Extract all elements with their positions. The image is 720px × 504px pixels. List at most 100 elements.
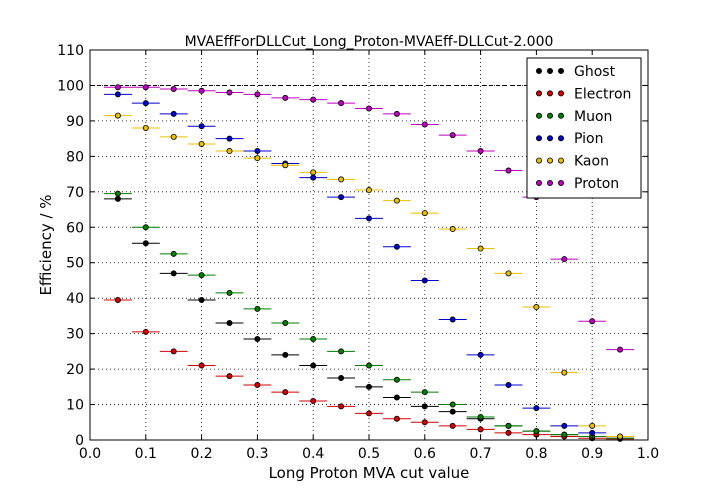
data-point [282,162,289,169]
data-point [393,197,400,204]
data-point [589,422,596,429]
legend-label: Pion [574,131,603,147]
data-point [449,422,456,429]
data-point [589,429,596,436]
data-point [365,187,372,194]
data-point [449,408,456,415]
data-point [338,348,345,355]
data-point [505,270,512,277]
data-point [421,389,428,396]
data-point [533,304,540,311]
data-point [505,429,512,436]
data-point [338,176,345,183]
series-kaon [103,112,635,440]
data-point [589,318,596,325]
data-point [393,110,400,117]
y-tick-label: 70 [66,185,84,201]
data-point [393,394,400,401]
legend-marker [536,112,543,119]
data-point [449,132,456,139]
data-point [226,289,233,296]
data-point [142,224,149,231]
legend-label: Ghost [574,64,616,80]
data-point [365,105,372,112]
data-point [310,174,317,181]
data-point [533,428,540,435]
data-point [198,362,205,369]
legend-marker [547,90,554,97]
axis-ticks: 0.0 0.1 0.2 0.3 0.4 0.5 0.6 0.7 0.8 0.9 1.0 0 10 20 30… [57,43,659,462]
data-point [170,348,177,355]
data-point [170,86,177,93]
legend-marker [536,179,543,186]
data-point [477,351,484,358]
x-tick-label: 0.1 [135,446,157,462]
data-point [617,346,624,353]
x-tick-label: 0.2 [190,446,212,462]
y-tick-label: 90 [66,114,84,130]
data-point [254,335,261,342]
data-point [505,167,512,174]
data-point [365,215,372,222]
data-point [198,272,205,279]
data-point [617,433,624,440]
data-point [170,270,177,277]
series-muon [103,190,635,442]
x-tick-label: 0.5 [358,446,380,462]
data-point [282,94,289,101]
data-point [421,419,428,426]
y-tick-label: 0 [75,433,84,449]
series-layer [103,84,635,442]
data-point [561,422,568,429]
data-point [477,426,484,433]
x-tick-label: 0.4 [302,446,324,462]
data-point [421,210,428,217]
legend: Ghost Electron Muon Pion Kaon Proton [526,57,642,199]
series-proton [103,84,635,353]
data-point [142,240,149,247]
data-point [505,422,512,429]
data-point [561,431,568,438]
data-point [338,100,345,107]
data-point [365,362,372,369]
data-point [254,382,261,389]
data-point [393,415,400,422]
data-point [114,91,121,98]
data-point [226,373,233,380]
y-tick-label: 100 [57,78,84,94]
data-point [254,91,261,98]
legend-marker [558,179,565,186]
data-point [421,277,428,284]
data-point [449,226,456,233]
data-point [310,397,317,404]
data-point [310,335,317,342]
legend-label: Electron [574,86,631,102]
data-point [310,96,317,103]
data-point [393,376,400,383]
data-point [282,319,289,326]
legend-marker [536,90,543,97]
data-point [477,413,484,420]
legend-marker [547,112,554,119]
data-point [310,169,317,176]
y-tick-label: 50 [66,256,84,272]
legend-marker [558,68,565,75]
data-point [198,140,205,147]
x-tick-label: 0.3 [246,446,268,462]
data-point [477,148,484,155]
data-point [114,112,121,119]
x-tick-label: 0.0 [79,446,101,462]
y-tick-label: 110 [57,43,84,59]
data-point [142,328,149,335]
legend-label: Muon [574,109,612,125]
data-point [114,84,121,91]
legend-marker [547,179,554,186]
series-electron [103,296,635,442]
y-tick-label: 30 [66,327,84,343]
data-point [365,410,372,417]
legend-marker [536,157,543,164]
data-point [477,245,484,252]
legend-marker [536,68,543,75]
legend-marker [547,157,554,164]
